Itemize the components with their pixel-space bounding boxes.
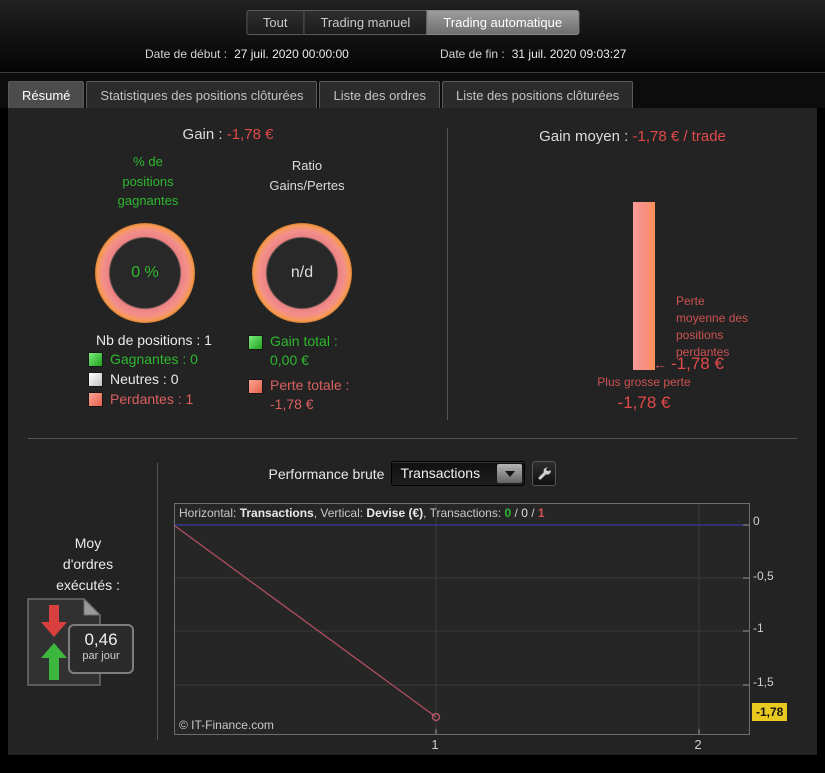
green-square-icon	[248, 335, 263, 350]
view-tab-trading-manuel[interactable]: Trading manuel	[303, 10, 427, 35]
copyright: © IT-Finance.com	[179, 718, 274, 732]
performance-header: Performance brute Transactions	[0, 461, 825, 486]
vertical-divider	[157, 463, 158, 740]
gain-total-label: Gain total :	[270, 333, 338, 349]
report-tabbar: Résumé Statistiques des positions clôtur…	[0, 73, 825, 108]
chart-mode-dropdown[interactable]: Transactions	[391, 461, 526, 486]
gagnantes-label: Gagnantes : 0	[110, 351, 198, 367]
ratio-value: n/d	[290, 264, 314, 281]
pct-gagnantes-title: % de positions gagnantes	[117, 154, 179, 208]
date-start-value: 27 juil. 2020 00:00:00	[234, 47, 349, 61]
wrench-icon	[538, 467, 551, 480]
vertical-divider	[447, 128, 448, 420]
salmon-square-icon	[88, 391, 103, 407]
orders-rate-value: 0,46	[84, 630, 118, 649]
legend-separator: /	[511, 506, 522, 520]
down-arrow-icon	[41, 605, 67, 637]
tab-statistiques-positions-cloturees[interactable]: Statistiques des positions clôturées	[86, 81, 318, 108]
white-square-icon	[88, 371, 103, 387]
header-divider	[0, 72, 825, 73]
orders-rate-unit: par jour	[82, 650, 120, 662]
chart-legend: Horizontal: Transactions, Vertical: Devi…	[179, 506, 545, 520]
tab-liste-des-ordres[interactable]: Liste des ordres	[319, 81, 440, 108]
current-value-badge: -1,78	[752, 703, 788, 721]
performance-title: Performance brute	[268, 465, 385, 482]
tab-liste-positions-cloturees[interactable]: Liste des positions clôturées	[441, 81, 634, 108]
ratio-title: Ratio Gains/Pertes	[269, 158, 345, 193]
date-start-label: Date de début :	[145, 47, 228, 61]
perte-moyenne-value: -1,78 €	[671, 354, 724, 373]
gain-moyen-value: -1,78 € / trade	[632, 128, 726, 145]
gain-total-value: 0,00 €	[270, 352, 309, 368]
perte-moyenne-value-row: ← -1,78 €	[653, 354, 724, 374]
view-tab-tout[interactable]: Tout	[245, 10, 304, 35]
perte-totale: Perte totale : -1,78 €	[248, 376, 349, 414]
horizontal-divider	[28, 438, 797, 439]
dropdown-button[interactable]	[497, 464, 523, 483]
perte-totale-label: Perte totale :	[270, 377, 350, 393]
gain-total: Gain total : 0,00 €	[248, 332, 338, 370]
ratio-gauge: n/d	[252, 223, 352, 323]
performance-chart: Horizontal: Transactions, Vertical: Devi…	[174, 503, 750, 735]
y-axis-label: -1	[753, 621, 764, 635]
view-tab-trading-automatique[interactable]: Trading automatique	[426, 10, 580, 35]
data-point-marker	[431, 712, 441, 722]
gain-moyen-title: Gain moyen : -1,78 € / trade	[448, 128, 817, 145]
legend-perdantes: Perdantes : 1	[88, 391, 193, 407]
loss-bar	[633, 202, 655, 370]
neutres-label: Neutres : 0	[110, 371, 179, 387]
pct-gagnantes-gauge: 0 %	[95, 223, 195, 323]
legend-vertical-value: Devise (€)	[366, 506, 424, 520]
x-axis-label: 1	[431, 737, 439, 752]
perte-totale-value: -1,78 €	[270, 396, 314, 412]
perdantes-label: Perdantes : 1	[110, 391, 194, 407]
orders-rate-box: 0,46 par jour	[68, 624, 134, 674]
green-square-icon	[88, 351, 103, 367]
chevron-down-icon	[504, 470, 515, 477]
gain-title: Gain : -1,78 €	[8, 126, 448, 143]
y-axis-label: -1,5	[753, 675, 774, 689]
top-header: Tout Trading manuel Trading automatique …	[0, 0, 825, 72]
chart-mode-dropdown-value: Transactions	[400, 465, 481, 481]
legend-neutral-count: 0	[521, 506, 528, 520]
plus-grosse-perte-value: -1,78 €	[617, 393, 671, 412]
legend-wins-count: 0	[504, 506, 512, 520]
legend-separator: , Transactions:	[423, 506, 505, 520]
chart-plot-area	[175, 504, 749, 734]
up-arrow-icon	[41, 643, 67, 680]
gain-moyen-label: Gain moyen :	[539, 128, 629, 145]
y-axis-label: 0	[753, 514, 760, 528]
date-end-value: 31 juil. 2020 09:03:27	[511, 47, 627, 61]
x-axis-label: 2	[694, 737, 702, 752]
left-arrow-icon: ←	[653, 356, 667, 372]
orders-rate-widget: 0,46 par jour	[27, 598, 139, 690]
legend-horizontal-value: Transactions	[239, 506, 314, 520]
date-start: Date de début : 27 juil. 2020 00:00:00	[145, 47, 349, 61]
legend-separator: , Vertical:	[313, 506, 367, 520]
perte-moyenne-label: Perte moyenne des positions perdantes	[676, 294, 749, 360]
date-end: Date de fin : 31 juil. 2020 09:03:27	[440, 47, 626, 61]
equity-line	[175, 525, 437, 718]
salmon-square-icon	[248, 379, 263, 394]
date-end-label: Date de fin :	[440, 47, 505, 61]
moy-ordres-label: Moy d'ordres exécutés :	[56, 535, 120, 593]
pct-gagnantes-value: 0 %	[131, 264, 159, 281]
legend-losses-count: 1	[537, 506, 545, 520]
legend-gagnantes: Gagnantes : 0	[88, 351, 198, 367]
view-selector: Tout Trading manuel Trading automatique	[245, 10, 580, 35]
chart-settings-button[interactable]	[532, 461, 557, 486]
gain-label: Gain :	[182, 126, 223, 143]
legend-horizontal-label: Horizontal:	[179, 506, 240, 520]
gain-value: -1,78 €	[226, 126, 274, 143]
y-axis-label: -0,5	[753, 569, 774, 583]
nb-positions: Nb de positions : 1	[96, 332, 212, 348]
legend-separator: /	[527, 506, 538, 520]
legend-neutres: Neutres : 0	[88, 371, 178, 387]
plus-grosse-perte-label: Plus grosse perte	[597, 375, 691, 389]
tab-resume[interactable]: Résumé	[8, 81, 85, 108]
